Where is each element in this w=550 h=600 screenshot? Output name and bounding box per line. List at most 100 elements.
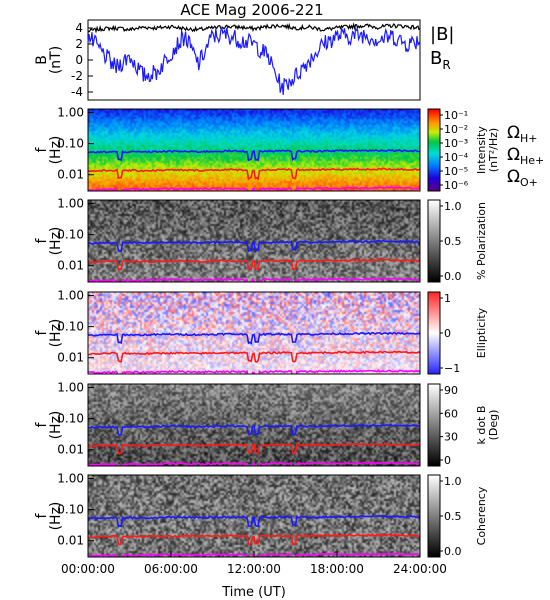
- gyro-line-0: [88, 514, 420, 528]
- ytick-label: 0.10: [57, 320, 84, 334]
- field-ylabel: B: [34, 55, 50, 65]
- x-axis-label: Time (UT): [221, 585, 286, 600]
- spectrogram-polarization: [88, 200, 420, 282]
- legend-radial-b-label: B: [430, 48, 442, 69]
- colorbar-tick-label: 1.0: [444, 200, 462, 213]
- panel-frame: [87, 291, 421, 375]
- ytick-label: 1.00: [57, 289, 84, 303]
- colorbar-kdotb: [428, 384, 440, 466]
- colorbar-title: Intensity: [475, 126, 488, 174]
- colorbar-tick-label: 10⁻²: [444, 123, 468, 136]
- colorbar-tick-label: 30: [444, 431, 458, 444]
- ytick-label: 0.10: [57, 412, 84, 426]
- field-ytick-label: 2: [75, 37, 83, 51]
- field-ytick-label: -4: [71, 85, 83, 99]
- xtick-label: 00:00:00: [61, 562, 115, 576]
- figure-title: ACE Mag 2006-221: [180, 1, 323, 19]
- gyro-line-0: [88, 148, 420, 162]
- colorbar-tick-label: 10⁻⁵: [444, 165, 468, 178]
- spectral-panels: 1.000.100.01f(Hz)10⁻¹10⁻²10⁻³10⁻⁴10⁻⁵10⁻…: [34, 106, 500, 558]
- legend-omega-he-sub: He+: [520, 154, 544, 167]
- ytick-label: 0.01: [57, 351, 84, 365]
- ytick-label: 0.10: [57, 228, 84, 242]
- legend-omega-h-sub: H+: [520, 132, 538, 145]
- field-panel-frame: [87, 19, 421, 101]
- colorbar-frame: [427, 108, 441, 192]
- gyro-line-1: [88, 442, 420, 455]
- magnetic-field-panel: 420-2-4 B (nT) |B| BR: [34, 19, 454, 101]
- panel-ylabel: f: [34, 512, 50, 518]
- xtick-label: 18:00:00: [310, 562, 364, 576]
- panel-frame: [87, 108, 421, 192]
- gyro-line-2: [88, 369, 420, 374]
- colorbar-tick-label: 1: [444, 292, 451, 305]
- ytick-label: 1.00: [57, 106, 84, 120]
- field-ytick-label: 0: [75, 53, 83, 67]
- ytick-label: 0.01: [57, 168, 84, 182]
- legend-total-b: |B|: [430, 24, 454, 45]
- gyro-line-1: [88, 167, 420, 181]
- panel-ylabel: f: [34, 421, 50, 427]
- panel-frame: [87, 199, 421, 283]
- colorbar-title: % Polarization: [475, 202, 488, 280]
- colorbar-polarization: [428, 200, 440, 282]
- ytick-label: 1.00: [57, 381, 84, 395]
- panel-frame: [87, 383, 421, 467]
- ytick-label: 0.01: [57, 259, 84, 273]
- legend-omega-o-symbol: Ω: [507, 167, 520, 187]
- colorbar-coherency: [428, 475, 440, 557]
- gyro-line-1: [88, 350, 420, 363]
- legend-radial-b: BR: [430, 48, 451, 72]
- colorbar-title: Ellipticity: [475, 307, 488, 358]
- gyro-line-2: [88, 186, 420, 191]
- legend-omega-o-sub: O+: [520, 176, 538, 189]
- legend-omega-o: ΩO+: [507, 167, 538, 189]
- panel-kdotb: 1.00 0.10 0.01 f(Hz) 90 60 30 0 k dot B (Deg): [34, 381, 500, 467]
- ytick-label: 1.00: [57, 472, 84, 486]
- legend-radial-b-sub: R: [442, 58, 450, 72]
- colorbar-tick-label: 10⁻¹: [444, 109, 468, 122]
- panel-yunit: (Hz): [48, 411, 64, 440]
- panel-ylabel: f: [34, 329, 50, 335]
- field-ytick-label: -2: [71, 69, 83, 83]
- legend-omega-he-symbol: Ω: [507, 145, 520, 165]
- field-y-ticks: 4 2 0 -2 -4: [71, 21, 93, 99]
- colorbar-tick-label: 10⁻³: [444, 137, 468, 150]
- colorbar-tick-label: 10⁻⁶: [444, 179, 469, 192]
- gyro-line-0: [88, 239, 420, 254]
- panel-ellipticity: 1.00 0.10 0.01 f(Hz) 1 0 −1 Ellipticity: [34, 289, 488, 375]
- panel-yunit: (Hz): [48, 136, 64, 165]
- colorbar-tick-label: 0: [444, 454, 451, 467]
- colorbar-title: Coherency: [475, 486, 488, 545]
- colorbar-unit: (nT²/Hz): [487, 128, 500, 172]
- gyro-line-0: [88, 331, 420, 345]
- panel-polarization: 1.00 0.10 0.01 f(Hz) 1.0 0.5 0.0 % Polarization: [34, 197, 488, 283]
- field-ytick-label: 4: [75, 21, 83, 35]
- gyro-line-2: [88, 277, 420, 282]
- colorbar-unit: (Deg): [487, 410, 500, 441]
- colorbar-tick-label: 1.0: [444, 475, 462, 488]
- xtick-label: 06:00:00: [144, 562, 198, 576]
- colorbar-tick-label: −1: [444, 362, 460, 375]
- legend-omega-h: ΩH+: [507, 123, 538, 145]
- gyro-line-0: [88, 423, 420, 437]
- colorbar-tick-label: 90: [444, 384, 458, 397]
- panel-ylabel: f: [34, 237, 50, 243]
- panel-yunit: (Hz): [48, 227, 64, 256]
- colorbar-tick-label: 0.0: [444, 270, 462, 283]
- ytick-label: 0.10: [57, 137, 84, 151]
- colorbar-tick-label: 60: [444, 407, 458, 420]
- colorbar-tick-label: 0: [444, 327, 451, 340]
- panel-yunit: (Hz): [48, 319, 64, 348]
- x-axis: 00:00:00 06:00:00 12:00:00 18:00:00 24:00:00: [61, 551, 447, 576]
- ytick-label: 1.00: [57, 197, 84, 211]
- spectrogram-ellipticity: [88, 292, 420, 374]
- b-radial-line: [87, 25, 421, 96]
- colorbar-tick-label: 0.5: [444, 510, 462, 523]
- colorbar-tick-label: 0.0: [444, 545, 462, 558]
- colorbar-title: k dot B: [475, 406, 488, 445]
- colorbar-tick-label: 10⁻⁴: [444, 151, 469, 164]
- b-total-line: [87, 22, 421, 34]
- ytick-label: 0.01: [57, 534, 84, 548]
